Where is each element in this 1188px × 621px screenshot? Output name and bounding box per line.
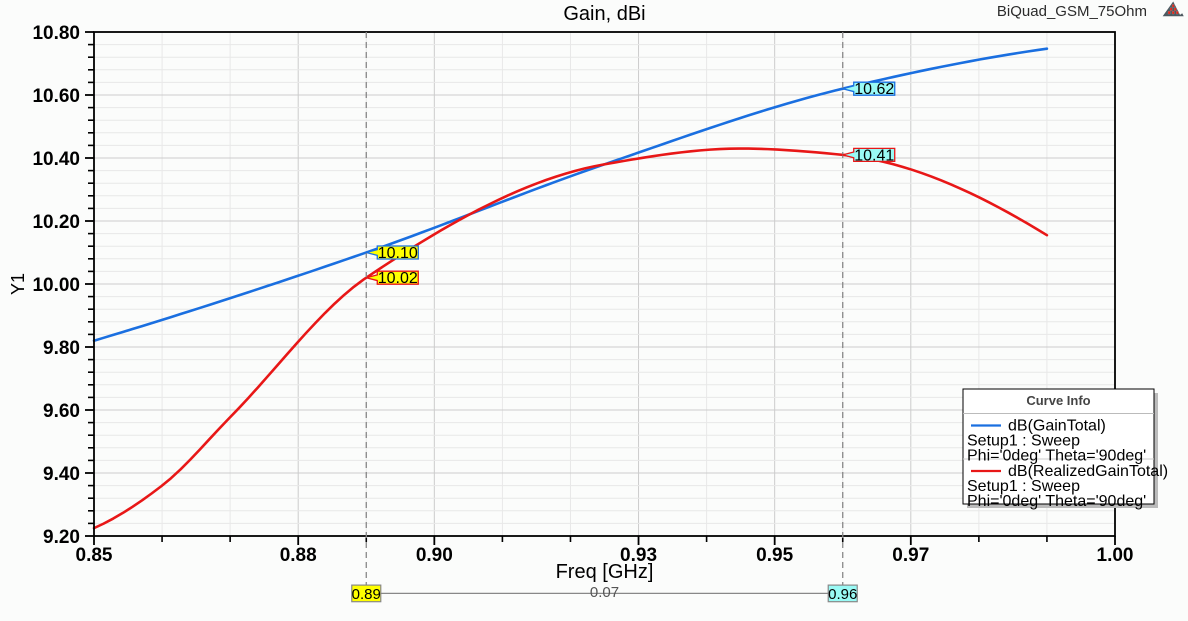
svg-text:10.60: 10.60 [32,86,80,107]
svg-text:10.10: 10.10 [378,245,418,262]
svg-text:Y1: Y1 [8,273,28,295]
svg-text:Phi='0deg' Theta='90deg': Phi='0deg' Theta='90deg' [967,448,1146,465]
svg-text:9.60: 9.60 [43,401,80,422]
svg-text:10.80: 10.80 [32,23,80,44]
svg-text:9.20: 9.20 [43,527,80,548]
svg-text:0.90: 0.90 [416,545,453,566]
svg-text:0.96: 0.96 [828,586,857,603]
svg-text:10.02: 10.02 [378,270,418,287]
svg-text:Phi='0deg' Theta='90deg': Phi='0deg' Theta='90deg' [967,493,1146,510]
svg-text:10.00: 10.00 [32,275,80,296]
svg-text:9.80: 9.80 [43,338,80,359]
svg-text:10.40: 10.40 [32,149,80,170]
svg-text:BiQuad_GSM_75Ohm: BiQuad_GSM_75Ohm [997,3,1147,20]
svg-text:0.07: 0.07 [590,584,619,601]
svg-text:10.41: 10.41 [854,147,894,164]
svg-text:10.62: 10.62 [854,81,894,98]
svg-text:1.00: 1.00 [1097,545,1134,566]
svg-text:0.89: 0.89 [352,586,381,603]
svg-text:0.97: 0.97 [892,545,929,566]
svg-text:0.88: 0.88 [280,545,317,566]
svg-text:Gain, dBi: Gain, dBi [563,3,645,25]
svg-text:0.85: 0.85 [76,545,113,566]
svg-text:Freq [GHz]: Freq [GHz] [556,561,654,583]
svg-text:Curve Info: Curve Info [1026,393,1090,408]
svg-text:10.20: 10.20 [32,212,80,233]
svg-text:0.95: 0.95 [756,545,793,566]
svg-text:9.40: 9.40 [43,464,80,485]
